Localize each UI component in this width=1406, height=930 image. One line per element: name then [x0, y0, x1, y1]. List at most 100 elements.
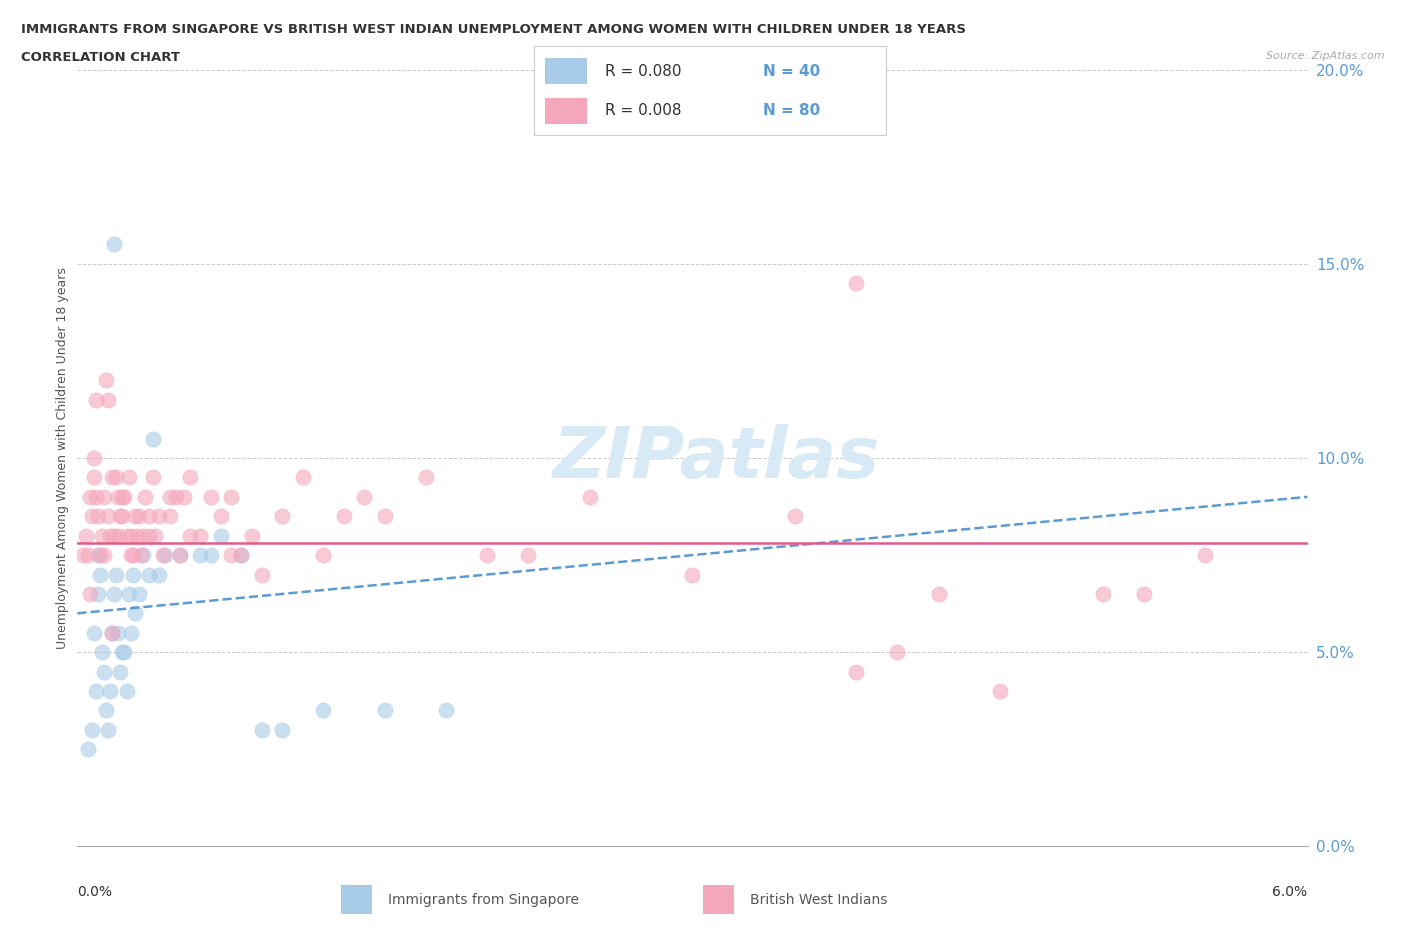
Point	[250, 567, 273, 582]
Point	[105, 470, 128, 485]
Point	[117, 587, 139, 602]
Point	[103, 237, 125, 252]
Point	[436, 703, 458, 718]
Point	[374, 509, 396, 524]
Point	[209, 528, 232, 543]
Point	[125, 528, 148, 543]
Point	[114, 644, 136, 659]
Point	[93, 664, 115, 679]
Point	[101, 625, 124, 640]
Point	[240, 528, 263, 543]
Point	[111, 509, 134, 524]
Point	[271, 723, 294, 737]
Point	[80, 723, 103, 737]
Point	[219, 548, 242, 563]
Point	[111, 644, 134, 659]
Point	[111, 489, 134, 504]
Point	[93, 548, 115, 563]
Point	[94, 703, 117, 718]
Point	[231, 548, 253, 563]
Point	[79, 489, 101, 504]
Point	[121, 567, 143, 582]
Point	[105, 567, 128, 582]
Point	[97, 723, 120, 737]
Point	[142, 470, 165, 485]
Point	[374, 703, 396, 718]
Text: R = 0.008: R = 0.008	[605, 103, 681, 118]
Point	[107, 489, 129, 504]
Point	[84, 392, 107, 407]
Text: N = 40: N = 40	[762, 64, 820, 79]
Point	[115, 528, 138, 543]
Point	[83, 470, 105, 485]
Point	[209, 509, 232, 524]
Point	[845, 664, 868, 679]
Text: CORRELATION CHART: CORRELATION CHART	[21, 51, 180, 64]
Point	[250, 723, 273, 737]
Point	[90, 528, 114, 543]
Bar	[340, 885, 373, 914]
Point	[219, 489, 242, 504]
Point	[107, 528, 129, 543]
Point	[988, 684, 1011, 698]
Point	[97, 392, 120, 407]
Bar	[703, 885, 734, 914]
Point	[114, 489, 136, 504]
Point	[120, 625, 142, 640]
Point	[83, 625, 105, 640]
Point	[333, 509, 356, 524]
Point	[128, 509, 150, 524]
Point	[138, 528, 160, 543]
Point	[132, 528, 155, 543]
Point	[152, 548, 174, 563]
Point	[845, 276, 868, 291]
Point	[101, 625, 124, 640]
Point	[682, 567, 704, 582]
Point	[87, 509, 110, 524]
Point	[148, 509, 170, 524]
Point	[138, 567, 160, 582]
Text: British West Indians: British West Indians	[751, 893, 887, 907]
Point	[87, 548, 110, 563]
Point	[1091, 587, 1114, 602]
Point	[93, 489, 115, 504]
Point	[169, 548, 191, 563]
Point	[165, 489, 187, 504]
Point	[129, 548, 152, 563]
Point	[89, 548, 111, 563]
Point	[155, 548, 177, 563]
Text: 6.0%: 6.0%	[1272, 885, 1308, 899]
Point	[110, 509, 132, 524]
Point	[98, 528, 121, 543]
Point	[80, 509, 103, 524]
Point	[477, 548, 499, 563]
Point	[124, 509, 146, 524]
Point	[1132, 587, 1154, 602]
Text: N = 80: N = 80	[762, 103, 820, 118]
Text: Immigrants from Singapore: Immigrants from Singapore	[388, 893, 579, 907]
Point	[312, 703, 335, 718]
Point	[1194, 548, 1216, 563]
Point	[159, 509, 181, 524]
Point	[138, 509, 160, 524]
Point	[101, 470, 124, 485]
Point	[97, 509, 120, 524]
Point	[87, 587, 110, 602]
Point	[115, 684, 138, 698]
Point	[117, 470, 139, 485]
Point	[124, 606, 146, 621]
Point	[353, 489, 375, 504]
Point	[142, 432, 165, 446]
Point	[173, 489, 195, 504]
Point	[179, 470, 201, 485]
Text: IMMIGRANTS FROM SINGAPORE VS BRITISH WEST INDIAN UNEMPLOYMENT AMONG WOMEN WITH C: IMMIGRANTS FROM SINGAPORE VS BRITISH WES…	[21, 23, 966, 36]
Y-axis label: Unemployment Among Women with Children Under 18 years: Unemployment Among Women with Children U…	[56, 267, 69, 649]
Point	[200, 548, 222, 563]
Point	[110, 664, 132, 679]
Point	[75, 528, 97, 543]
Point	[928, 587, 950, 602]
Point	[415, 470, 437, 485]
Text: ZIPatlas: ZIPatlas	[554, 423, 880, 493]
Text: R = 0.080: R = 0.080	[605, 64, 681, 79]
Point	[291, 470, 314, 485]
